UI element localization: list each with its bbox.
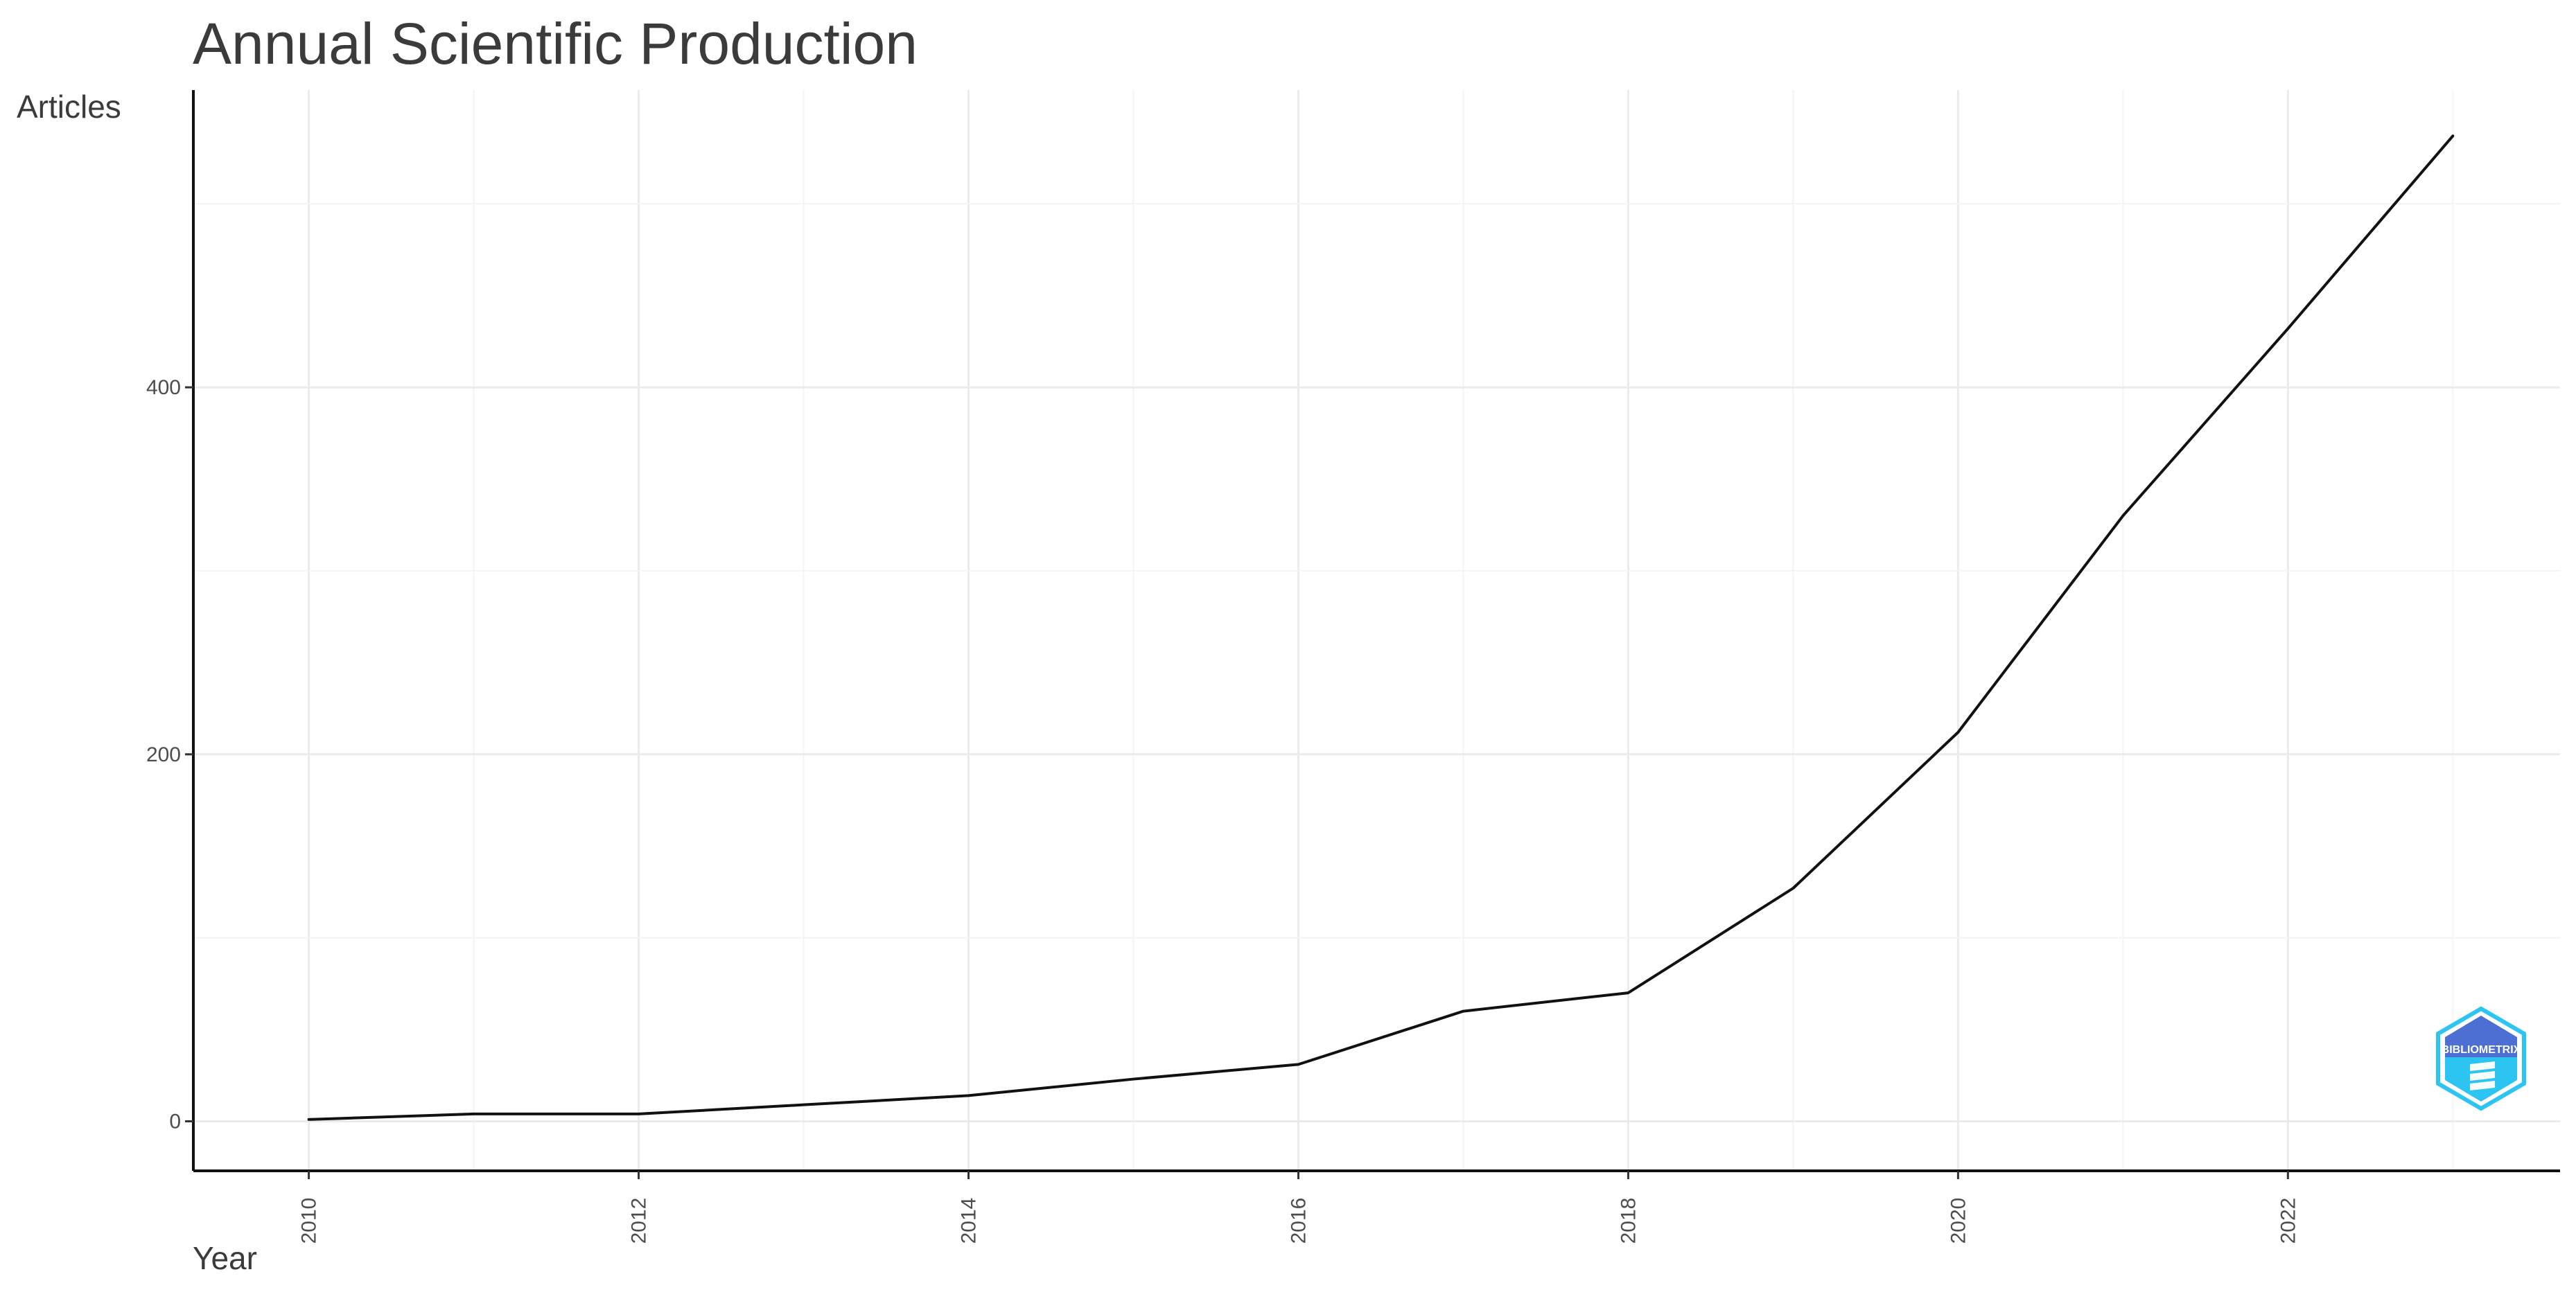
axes-layer <box>192 90 2560 1172</box>
chart-title: Annual Scientific Production <box>193 11 918 76</box>
series-layer <box>307 134 2455 1121</box>
x-tick-label: 2014 <box>958 1198 981 1244</box>
y-axis-title: Articles <box>17 89 121 125</box>
logo-top-band-icon <box>2445 1016 2517 1057</box>
x-tick-label: 2012 <box>628 1198 651 1244</box>
grid-layer <box>193 90 2560 1171</box>
x-tick-label: 2018 <box>1617 1198 1640 1244</box>
x-tick-label: 2016 <box>1287 1198 1310 1244</box>
series-line <box>307 134 2455 1121</box>
x-tick-label: 2022 <box>2277 1198 2299 1244</box>
y-tick-label: 0 <box>169 1110 181 1133</box>
x-axis-title: Year <box>193 1240 257 1276</box>
y-tick-label: 200 <box>146 743 181 766</box>
tick-layer: 0 200 400 2010 2012 2014 2016 2018 2020 2022 <box>146 376 2299 1244</box>
x-tick-label: 2010 <box>298 1198 321 1244</box>
y-tick-label: 400 <box>146 376 181 399</box>
logo-book-icon <box>2470 1061 2495 1090</box>
x-tick-label: 2020 <box>1947 1198 1970 1244</box>
logo-text: BIBLIOMETRIX <box>2442 1044 2521 1056</box>
bibliometrix-logo: BIBLIOMETRIX <box>2436 1006 2526 1111</box>
